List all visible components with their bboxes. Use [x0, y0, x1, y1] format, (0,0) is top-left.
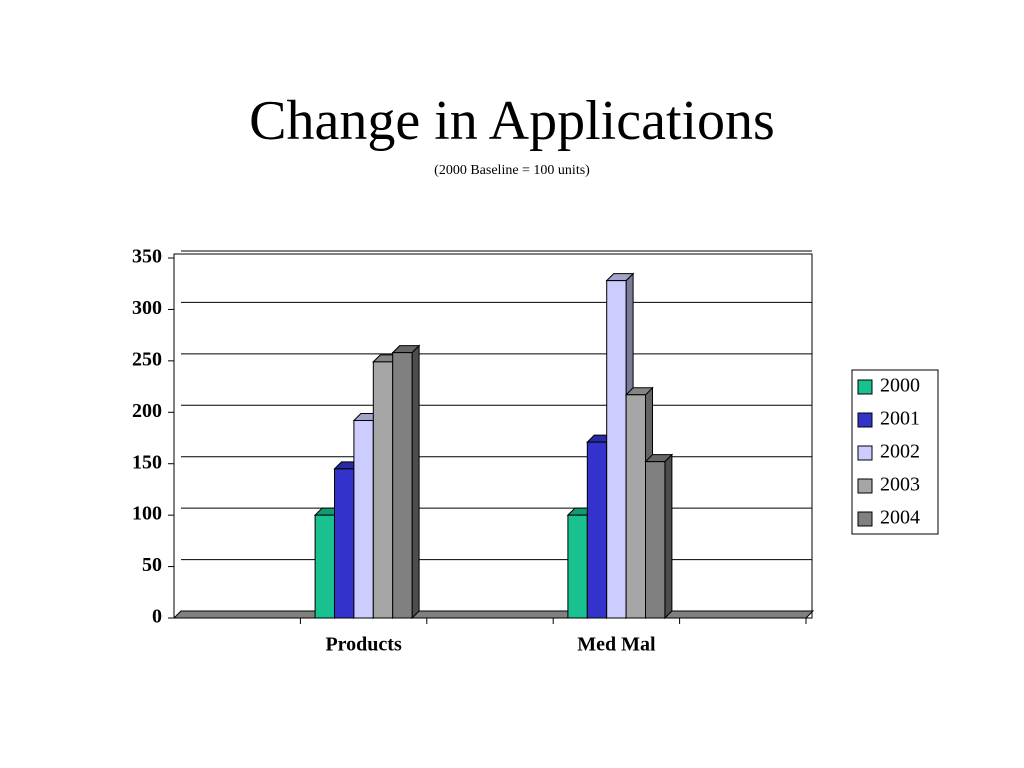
- floor: [172, 610, 815, 619]
- bar: [586, 441, 608, 619]
- y-tick-label: 0: [152, 606, 162, 628]
- legend-swatch: [857, 412, 873, 428]
- y-tick-label: 200: [132, 400, 162, 422]
- y-tick-label: 100: [132, 503, 162, 525]
- bar: [606, 280, 627, 619]
- legend-swatch: [857, 478, 873, 494]
- bar-side: [411, 344, 420, 620]
- y-tick-label: 50: [142, 554, 162, 576]
- bar: [392, 352, 413, 619]
- legend-label: 2001: [880, 408, 920, 430]
- bar-side: [664, 453, 673, 620]
- legend-swatch: [857, 379, 873, 395]
- x-tick-label: Products: [325, 634, 402, 656]
- bar: [625, 394, 646, 619]
- chart-title: Change in Applications: [249, 90, 775, 152]
- plot-area: [173, 253, 813, 619]
- legend-label: 2000: [880, 375, 920, 397]
- bar: [567, 514, 588, 619]
- legend-label: 2003: [880, 474, 920, 496]
- legend-swatch: [857, 445, 873, 461]
- bar: [353, 420, 374, 619]
- bar: [314, 514, 336, 619]
- legend-swatch: [857, 511, 873, 527]
- chart-subtitle: (2000 Baseline = 100 units): [434, 163, 590, 178]
- bar: [645, 461, 666, 619]
- bar: [372, 361, 394, 619]
- y-tick-label: 250: [132, 348, 162, 370]
- y-tick-label: 150: [132, 451, 162, 473]
- bar: [334, 468, 355, 619]
- y-tick-label: 300: [132, 297, 162, 319]
- legend-label: 2002: [880, 441, 920, 463]
- x-tick-label: Med Mal: [577, 634, 656, 656]
- legend-label: 2004: [880, 507, 920, 529]
- y-tick-label: 350: [132, 246, 162, 268]
